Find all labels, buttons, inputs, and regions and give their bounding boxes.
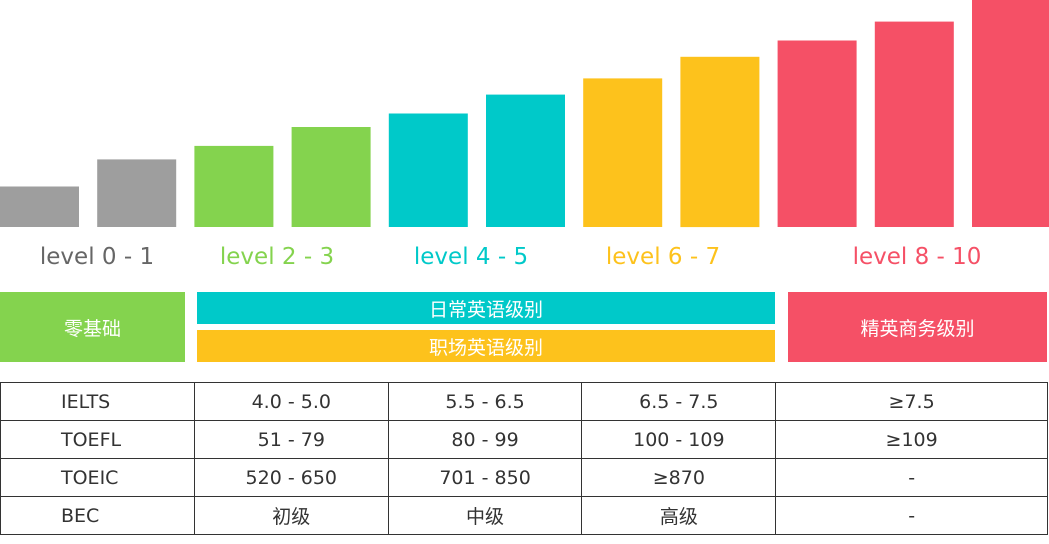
bar-10 <box>972 0 1049 227</box>
bar-3 <box>291 127 371 227</box>
bar-chart <box>0 0 1049 228</box>
elite-business-label: 精英商务级别 <box>860 317 975 340</box>
table-cell: ≥870 <box>581 458 777 497</box>
table-cell: - <box>775 496 1048 535</box>
table-cell: ≥7.5 <box>775 382 1048 421</box>
bar-5 <box>486 94 565 227</box>
level-label-2-3: level 2 - 3 <box>219 244 335 270</box>
table-cell: 中级 <box>387 496 583 535</box>
table-cell: 5.5 - 6.5 <box>387 382 583 421</box>
bar-4 <box>388 113 468 227</box>
level-label-0-1: level 0 - 1 <box>39 244 155 270</box>
bar-7 <box>680 56 760 228</box>
workplace-english-label: 职场英语级别 <box>428 336 543 359</box>
daily-english-band: 日常英语级别 <box>197 292 775 324</box>
workplace-english-band: 职场英语级别 <box>197 330 775 362</box>
exam-name-cell: BEC <box>0 496 195 535</box>
table-row-toefl: TOEFL 51 - 79 80 - 99 100 - 109 ≥109 <box>0 420 1048 459</box>
bar-6 <box>583 78 663 228</box>
exam-name-cell: IELTS <box>0 382 195 421</box>
bar-0 <box>0 186 79 227</box>
table-row-toeic: TOEIC 520 - 650 701 - 850 ≥870 - <box>0 458 1048 497</box>
table-cell: 51 - 79 <box>193 420 389 459</box>
zero-basic-band: 零基础 <box>0 292 185 362</box>
table-row-ielts: IELTS 4.0 - 5.0 5.5 - 6.5 6.5 - 7.5 ≥7.5 <box>0 382 1048 421</box>
table-row-bec: BEC 初级 中级 高级 - <box>0 496 1048 535</box>
bar-9 <box>874 21 954 227</box>
score-table: IELTS 4.0 - 5.0 5.5 - 6.5 6.5 - 7.5 ≥7.5… <box>0 382 1048 535</box>
table-cell: 520 - 650 <box>193 458 389 497</box>
bar-8 <box>777 40 857 227</box>
table-cell: 初级 <box>193 496 389 535</box>
bar-2 <box>194 145 274 227</box>
table-cell: ≥109 <box>775 420 1048 459</box>
zero-basic-label: 零基础 <box>63 317 121 340</box>
bar-1 <box>97 159 177 227</box>
exam-name-cell: TOEFL <box>0 420 195 459</box>
table-cell: 100 - 109 <box>581 420 777 459</box>
table-cell: 80 - 99 <box>387 420 583 459</box>
elite-business-band: 精英商务级别 <box>788 292 1047 362</box>
table-cell: 4.0 - 5.0 <box>193 382 389 421</box>
table-cell: 6.5 - 7.5 <box>581 382 777 421</box>
table-cell: 701 - 850 <box>387 458 583 497</box>
level-label-6-7: level 6 - 7 <box>605 244 721 270</box>
level-label-4-5: level 4 - 5 <box>413 244 529 270</box>
table-cell: - <box>775 458 1048 497</box>
daily-english-label: 日常英语级别 <box>428 298 543 321</box>
table-cell: 高级 <box>581 496 777 535</box>
level-label-8-10: level 8 - 10 <box>852 244 982 270</box>
exam-name-cell: TOEIC <box>0 458 195 497</box>
